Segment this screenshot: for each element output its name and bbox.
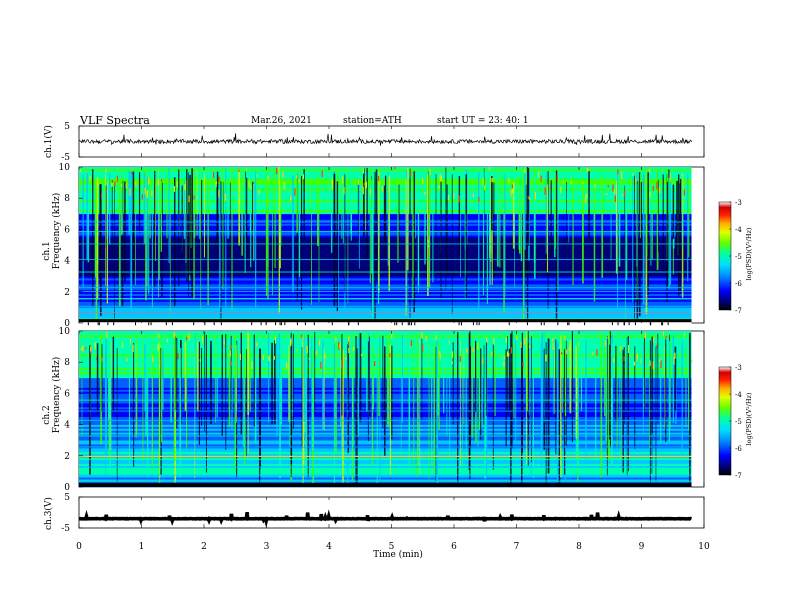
figure-title: VLF Spectra (79, 114, 150, 127)
start-time-label: start UT = 23: 40: 1 (437, 116, 529, 126)
xtick-label: 3 (264, 542, 270, 552)
xtick-label: 1 (139, 542, 145, 552)
xtick-label: 10 (698, 542, 710, 552)
ytick-label: 10 (59, 327, 71, 337)
ch1-waveform-trace (78, 133, 692, 146)
ch3-waveform-trace (78, 509, 692, 528)
ch2-spectrogram (79, 331, 693, 488)
ch1-spectrogram-ylabel-ch: ch.1 (42, 241, 52, 260)
time-axis-label: Time (min) (373, 549, 423, 560)
xtick-label: 2 (201, 542, 207, 552)
colorbar-tick-label: -6 (735, 280, 742, 288)
ytick-label: 6 (64, 389, 70, 399)
ch2-spectrogram-ylabel: Frequency (kHz) (51, 357, 62, 434)
ytick-label: -5 (61, 524, 70, 534)
station-label: station=ATH (343, 116, 402, 126)
xtick-label: 6 (451, 542, 457, 552)
ytick-label: 8 (64, 194, 70, 204)
xtick-label: 7 (514, 542, 520, 552)
colorbar-tick-label: -4 (735, 391, 742, 399)
colorbar-tick-label: -7 (735, 472, 742, 480)
xtick-label: 4 (326, 542, 332, 552)
xtick-label: 8 (576, 542, 582, 552)
xtick-label: 0 (76, 542, 82, 552)
date-label: Mar.26, 2021 (251, 116, 312, 126)
ytick-label: 0 (64, 483, 70, 493)
colorbar-tick-label: -4 (735, 226, 742, 234)
ch2-spectrogram-yticks: 0 2 4 6 8 10 (59, 327, 83, 493)
ch2-spectrogram-ylabel-ch: ch.2 (42, 405, 52, 424)
ch2-colorbar: -3 -4 -5 -6 -7 (718, 364, 742, 480)
colorbar-tick-label: -5 (735, 253, 742, 261)
ch1-colorbar: -3 -4 -5 -6 -7 (718, 199, 742, 315)
ytick-label: 5 (64, 122, 70, 132)
ytick-label: 4 (64, 257, 70, 267)
colorbar-tick-label: -6 (735, 445, 742, 453)
ytick-label: 6 (64, 225, 70, 235)
ch3-waveform-ylabel: ch.3(V) (43, 497, 54, 530)
ytick-label: 2 (64, 452, 70, 462)
ch1-spectrogram-yticks: 0 2 4 6 8 10 (59, 163, 83, 329)
colorbar-tick-label: -7 (735, 307, 742, 315)
ch1-spectrogram (79, 167, 692, 326)
ch1-waveform-yticks: 5 -5 (61, 122, 83, 163)
ytick-label: 4 (64, 421, 70, 431)
colorbar-tick-label: -3 (735, 199, 742, 207)
time-axis-ticks: 0 1 2 3 4 5 6 7 8 9 10 (76, 126, 710, 552)
ytick-label: 10 (59, 163, 71, 173)
ytick-label: -5 (61, 153, 70, 163)
ytick-label: 2 (64, 288, 70, 298)
ch3-waveform-yticks: 5 -5 (61, 493, 83, 534)
ch2-colorbar-label: log(PSD)(V²/Hz) (745, 392, 753, 445)
ytick-label: 8 (64, 358, 70, 368)
ch1-waveform-ylabel: ch.1(V) (43, 125, 54, 158)
colorbar-tick-label: -3 (735, 364, 742, 372)
colorbar-tick-label: -5 (735, 418, 742, 426)
ytick-label: 5 (64, 493, 70, 503)
ch1-colorbar-label: log(PSD)(V²/Hz) (745, 227, 753, 280)
xtick-label: 5 (389, 542, 395, 552)
ytick-label: 0 (64, 319, 70, 329)
ch1-spectrogram-ylabel: Frequency (kHz) (51, 193, 62, 270)
xtick-label: 9 (639, 542, 645, 552)
